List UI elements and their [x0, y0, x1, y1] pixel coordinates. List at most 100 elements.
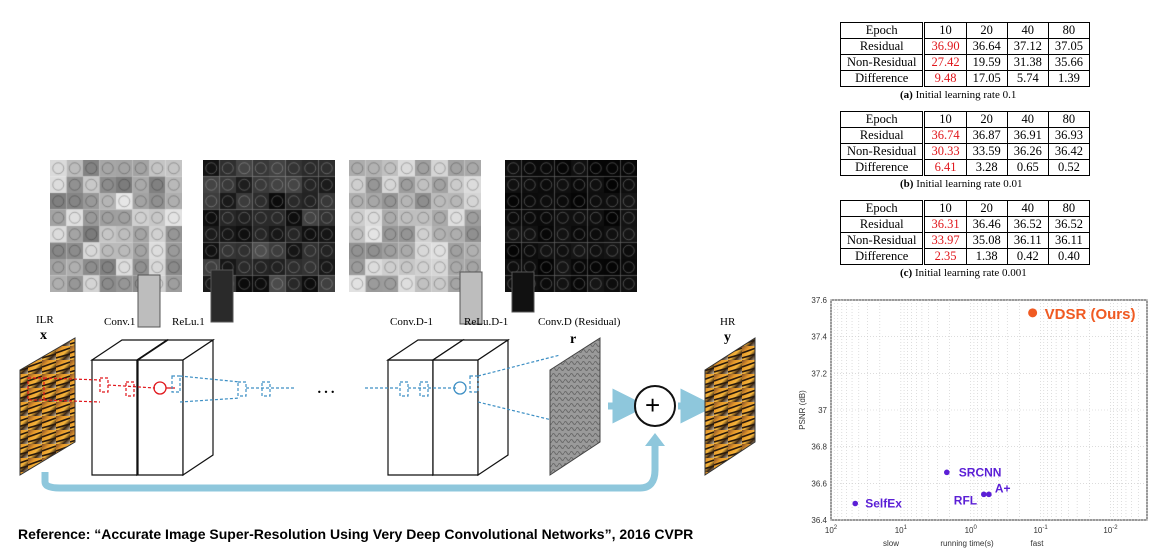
ilr-label: ILR: [36, 314, 54, 326]
x-extra-label-fast: fast: [1031, 539, 1045, 548]
table-cell: 0.42: [1006, 248, 1049, 265]
convd1-label: Conv.D-1: [390, 316, 433, 328]
row-label-cell: Difference: [839, 159, 926, 176]
x-tick-exponent: 1: [904, 525, 908, 531]
x-tick-label: 101: [895, 525, 908, 535]
table-cell: 36.42: [1047, 143, 1090, 160]
table-cell: 36.93: [1047, 127, 1090, 144]
table-cell: 20: [965, 200, 1008, 217]
table-cell: 17.05: [965, 70, 1008, 87]
table-cell: 10: [923, 200, 967, 217]
table-cell: 36.11: [1006, 232, 1049, 249]
ellipsis: …: [316, 376, 336, 398]
output-image: [704, 337, 756, 476]
table-cell: 9.48: [923, 70, 967, 87]
x-tick-label: 10-1: [1033, 525, 1048, 535]
table-cell: 33.97: [923, 232, 967, 249]
x-tick-exponent: 0: [974, 525, 978, 531]
table-cell: 35.08: [965, 232, 1008, 249]
kernel-thumb-convd1: [459, 271, 483, 325]
table-cell: 31.38: [1006, 54, 1049, 71]
y-tick-label: 37.2: [811, 369, 827, 378]
table-cell: 36.31: [923, 216, 967, 233]
feature-map-convd1: [349, 160, 481, 292]
x-tick-label: 102: [825, 525, 838, 535]
y-tick-label: 36.4: [811, 516, 827, 525]
table-row: Difference 6.41 3.28 0.65 0.52: [839, 159, 1090, 176]
results-table-2: Epoch 10 20 40 80 Residual 36.74 36.87 36.91 36.9…: [839, 111, 1090, 176]
ilr-var: x: [40, 328, 47, 343]
table-cell: 36.11: [1047, 232, 1090, 249]
x-tick-exponent: 2: [834, 525, 838, 531]
results-table-1: Epoch 10 20 40 80 Residual 36.90 36.64 37.12 37.0…: [839, 22, 1090, 87]
x-axis-label: running time(s): [940, 539, 994, 548]
data-point: [852, 500, 859, 507]
y-axis-label: PSNR (dB): [798, 390, 807, 430]
row-label-cell: Difference: [839, 248, 926, 265]
results-table-3: Epoch 10 20 40 80 Residual 36.31 36.46 36.52 36.5…: [839, 200, 1090, 265]
table-cell: 0.52: [1047, 159, 1090, 176]
table-cell: 1.38: [965, 248, 1008, 265]
row-label-cell: Epoch: [839, 22, 926, 39]
data-point: [981, 491, 987, 498]
y-tick-label: 37: [818, 406, 827, 415]
y-tick-label: 37.4: [811, 333, 827, 342]
reference-text: Reference: “Accurate Image Super-Resolut…: [18, 526, 694, 542]
caption-label: (c): [900, 267, 913, 279]
data-point: [944, 469, 950, 476]
residual-var: r: [570, 332, 577, 347]
relud1-label: ReLu.D-1: [464, 316, 509, 328]
conv1-label: Conv.1: [104, 316, 136, 328]
data-point: [986, 491, 992, 498]
table-cell: 36.52: [1047, 216, 1090, 233]
table-cell: 40: [1006, 111, 1049, 128]
table-row: Residual 36.90 36.64 37.12 37.05: [839, 38, 1090, 55]
data-point: [1028, 308, 1038, 318]
table-caption: (b) Initial learning rate 0.01: [900, 178, 1023, 190]
table-cell: 33.59: [965, 143, 1008, 160]
caption-text: Initial learning rate 0.1: [915, 89, 1017, 101]
caption-text: Initial learning rate 0.001: [914, 267, 1027, 279]
relud1-block: [431, 338, 510, 477]
table-cell: 36.26: [1006, 143, 1049, 160]
table-header-row: Epoch 10 20 40 80: [839, 111, 1090, 128]
convd-label: Conv.D (Residual): [538, 316, 621, 328]
table-header-row: Epoch 10 20 40 80: [839, 22, 1090, 39]
caption-label: (a): [900, 89, 913, 101]
kernel-thumb-conv1: [137, 274, 161, 328]
hr-label: HR: [720, 316, 736, 328]
data-label: VDSR (Ours): [1045, 306, 1136, 323]
plot-area: [830, 299, 1148, 521]
data-label: A+: [995, 481, 1011, 495]
row-label-cell: Non-Residual: [839, 232, 926, 249]
table-caption: (c) Initial learning rate 0.001: [900, 267, 1027, 279]
table-cell: 40: [1006, 200, 1049, 217]
row-label-cell: Residual: [839, 216, 926, 233]
table-cell: 36.64: [965, 38, 1008, 55]
table-cell: 36.91: [1006, 127, 1049, 144]
caption-label: (b): [900, 178, 914, 190]
row-label-cell: Residual: [839, 38, 926, 55]
residual-image: [549, 337, 601, 476]
table-row: Difference 9.48 17.05 5.74 1.39: [839, 70, 1090, 87]
row-label-cell: Residual: [839, 127, 926, 144]
table-cell: 3.28: [965, 159, 1008, 176]
table-row: Non-Residual 33.97 35.08 36.11 36.11: [839, 232, 1090, 249]
table-row: Residual 36.31 36.46 36.52 36.52: [839, 216, 1090, 233]
input-image: [19, 337, 76, 476]
x-tick-exponent: -1: [1042, 525, 1048, 531]
kernel-thumb-relu1: [210, 269, 234, 323]
table-cell: 37.05: [1047, 38, 1090, 55]
table-row: Non-Residual 30.33 33.59 36.26 36.42: [839, 143, 1090, 160]
table-cell: 36.52: [1006, 216, 1049, 233]
data-label: SRCNN: [959, 465, 1002, 479]
network-schematic: [19, 269, 756, 492]
table-cell: 10: [923, 111, 967, 128]
x-tick-exponent: -2: [1112, 525, 1118, 531]
y-tick-label: 36.8: [811, 443, 827, 452]
architecture-diagram: ILR x Conv.1 ReLu.1 Conv.D-1 ReLu.D-1 Co…: [0, 150, 780, 510]
row-label-cell: Difference: [839, 70, 926, 87]
relu1-block: [136, 338, 215, 477]
table-cell: 40: [1006, 22, 1049, 39]
table-cell: 0.65: [1006, 159, 1049, 176]
